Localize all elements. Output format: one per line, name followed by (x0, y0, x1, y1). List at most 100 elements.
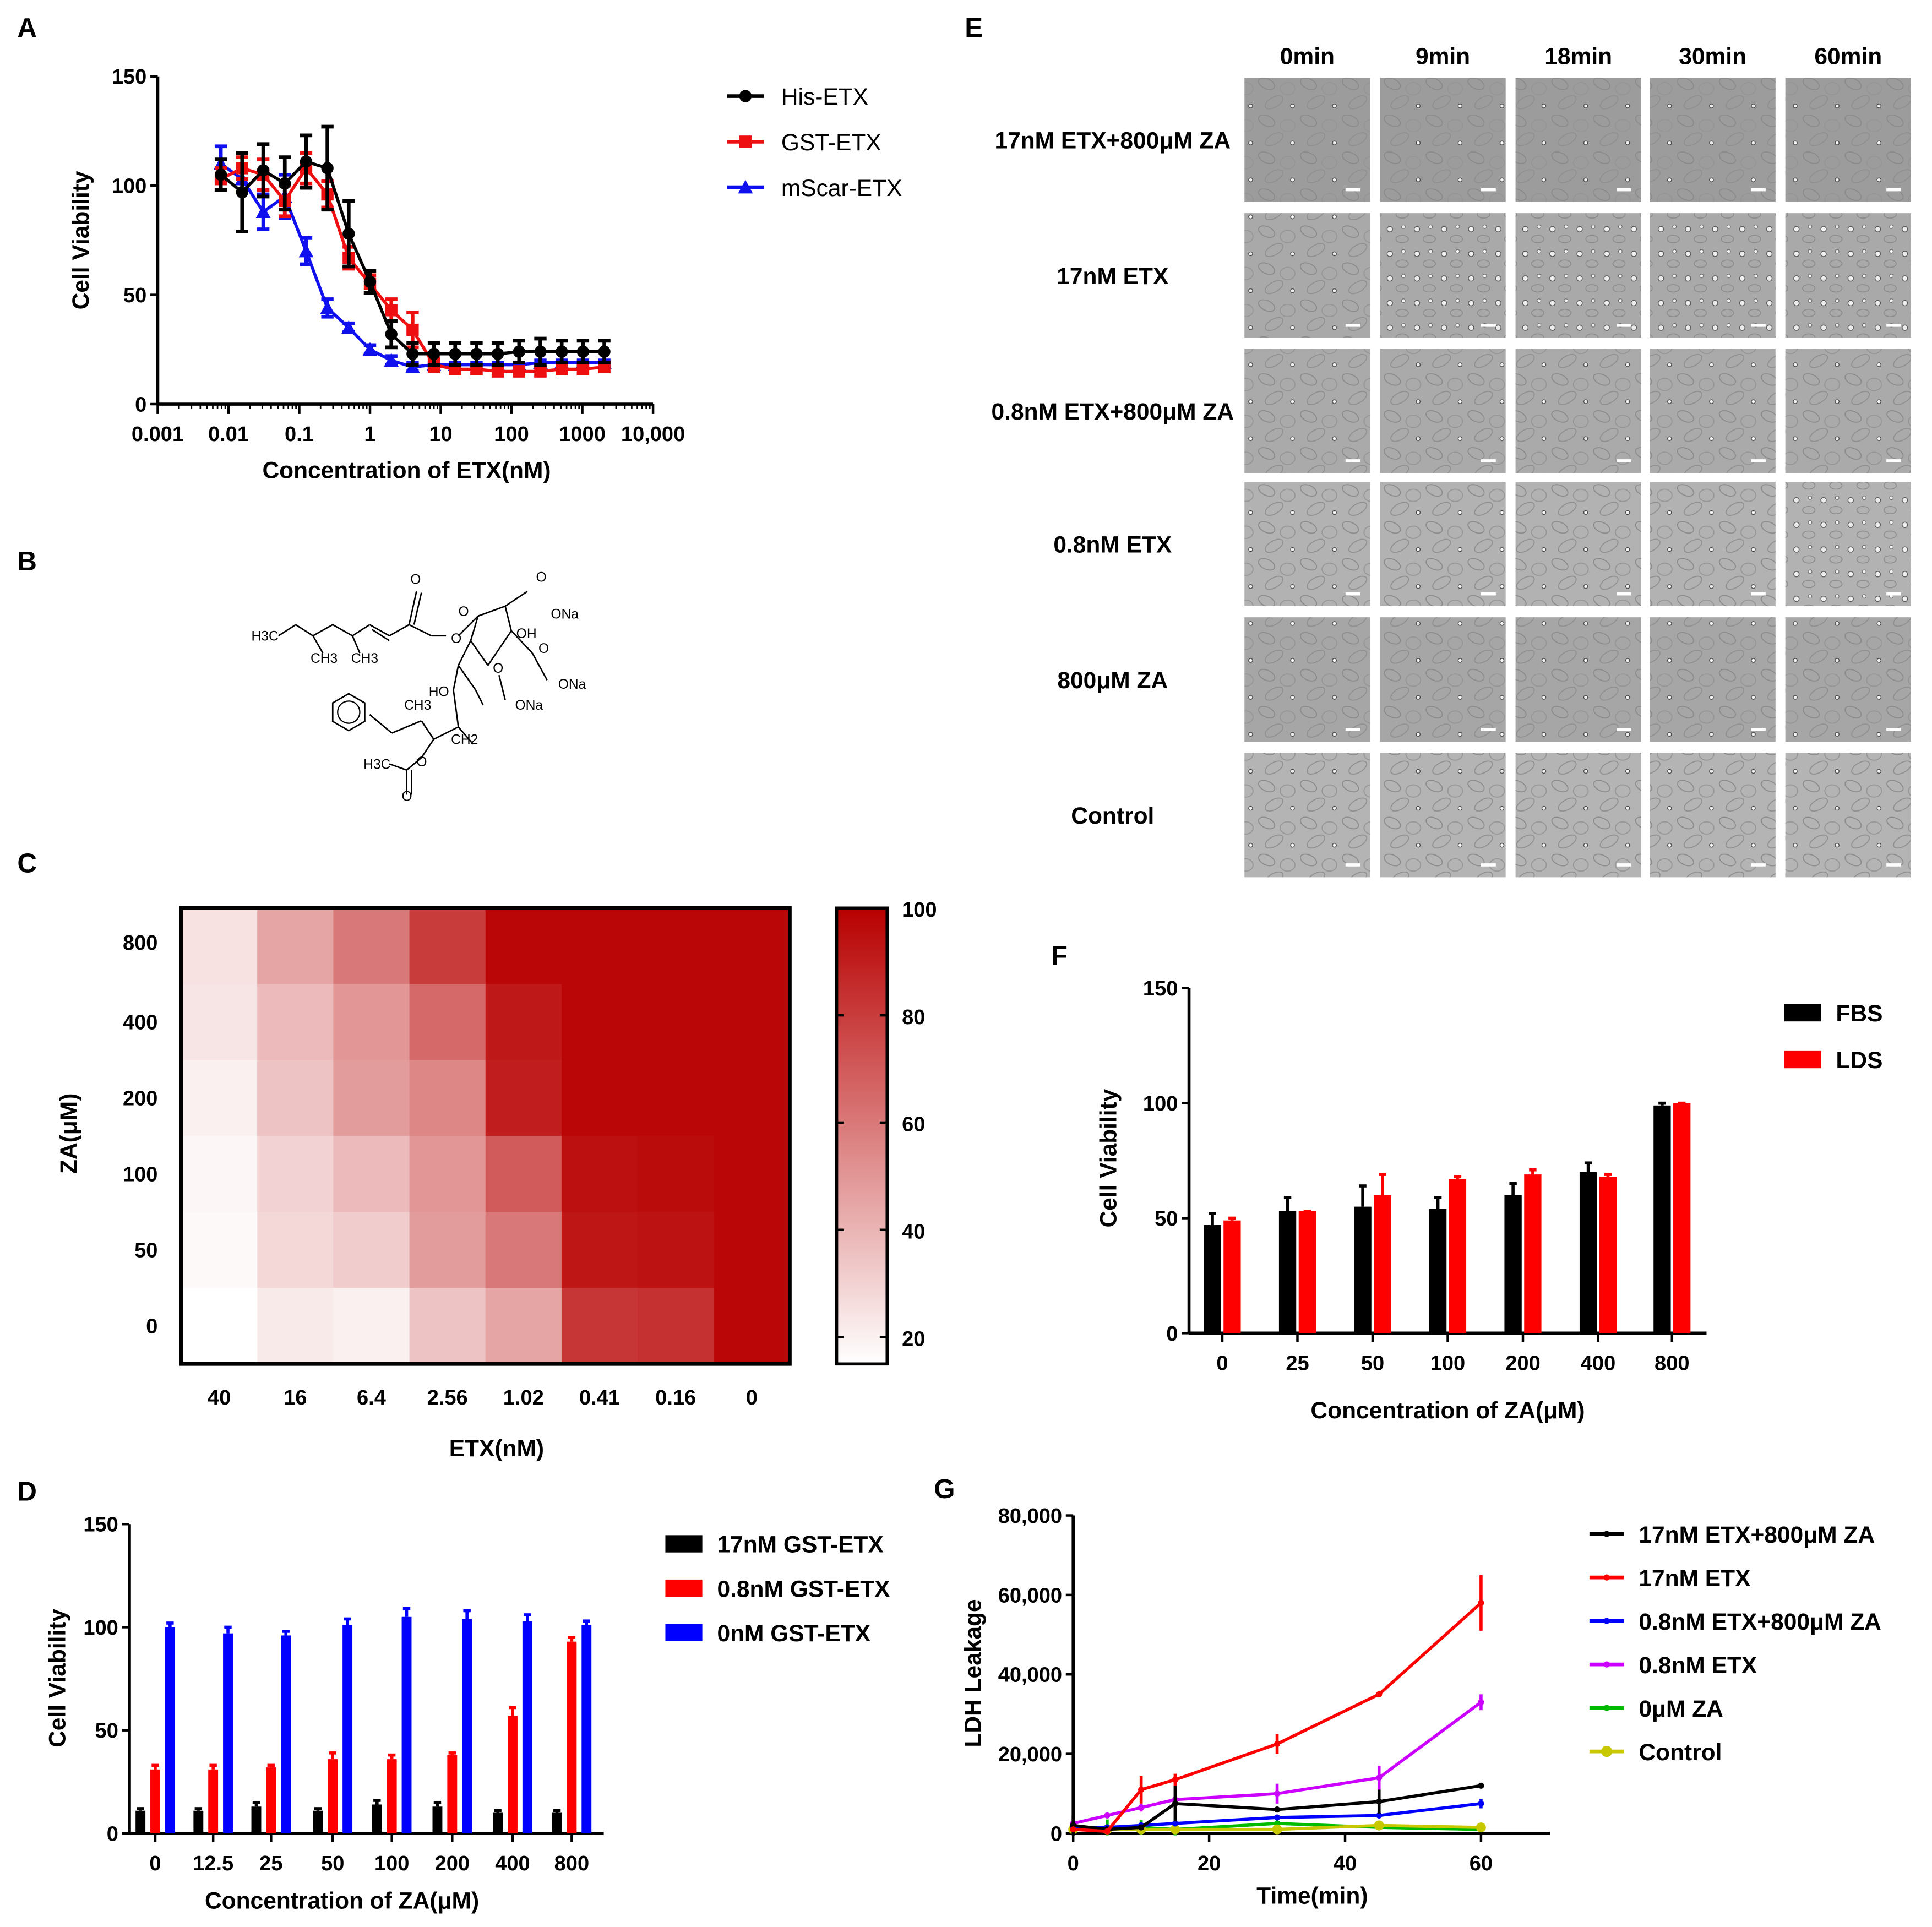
data-point-circle (406, 347, 419, 360)
data-point-triangle (298, 243, 314, 258)
atom-label: CH3 (311, 651, 338, 666)
panel-c-heatmap: 800 400 200 100 50 0 40 16 6.4 2.56 1.02 0.41 0.16 0 E… (56, 899, 937, 1462)
heatmap-cell (257, 1136, 334, 1213)
benzene-ring (331, 693, 366, 732)
bar-17nm-gst-etx (251, 1806, 262, 1833)
y-tick-label: 150 (83, 1514, 118, 1537)
chemical-bond (421, 738, 434, 759)
x-tick-label: 0 (1068, 1852, 1079, 1875)
series-line (1073, 1701, 1482, 1825)
data-point-square (385, 304, 398, 317)
micrograph (1380, 213, 1506, 338)
cell-texture (1650, 482, 1776, 607)
data-point-circle (342, 227, 355, 240)
data-point-square (576, 363, 590, 375)
heatmap-cell (409, 1060, 486, 1137)
heatmap-cell (561, 908, 639, 985)
data-point-circle (1172, 1800, 1178, 1807)
panel-label-c: C (17, 848, 37, 878)
column-header: 30min (1679, 43, 1746, 69)
data-point-triangle (320, 300, 335, 314)
bar-17nm-gst-etx (193, 1810, 204, 1833)
x-axis-title: Concentration of ETX(nM) (262, 458, 551, 483)
heatmap-cell (181, 1136, 258, 1213)
heatmap-cell (333, 984, 410, 1061)
bar-0-8nm-gst-etx (567, 1641, 577, 1833)
atom-label: CH2 (451, 733, 478, 748)
bar-0-8nm-gst-etx (508, 1716, 518, 1833)
heatmap-cell (561, 1288, 639, 1365)
chemical-bond (408, 591, 417, 625)
cell-texture (1515, 617, 1641, 742)
heatmap-cell (333, 908, 410, 985)
cell-texture (1515, 77, 1641, 203)
chemical-bond (477, 605, 506, 617)
panel-e-microscopy-grid: 0min 9min 18min 30min 60min 17nM ETX+800μM ZA… (992, 43, 1911, 878)
chemical-bond (453, 690, 459, 727)
heatmap-cell (714, 1136, 791, 1213)
heatmap-cell (714, 1288, 791, 1365)
bar-17nm-gst-etx (493, 1812, 503, 1833)
cell-texture (1650, 617, 1776, 742)
heatmap-cell (409, 1288, 486, 1365)
data-point-circle (1603, 1705, 1610, 1711)
heatmap-cell (257, 1060, 334, 1137)
y-tick-label: 100 (1143, 1092, 1178, 1115)
data-point-circle (1104, 1828, 1111, 1835)
column-header: 18min (1544, 43, 1612, 69)
cell-texture (1244, 349, 1370, 473)
data-point-square (406, 323, 419, 336)
atom-label: H3C (252, 629, 279, 644)
atom-label: O (416, 755, 427, 770)
column-label: 0.16 (655, 1386, 696, 1409)
bar-lds (1449, 1179, 1467, 1333)
micrograph (1785, 482, 1911, 607)
micrograph (1380, 77, 1506, 203)
bar-17nm-gst-etx (372, 1804, 382, 1833)
cell-texture (1380, 77, 1506, 203)
x-axis-title: Concentration of ZA(μM) (205, 1888, 479, 1914)
atom-label: O (538, 641, 549, 656)
bar-fbs (1278, 1211, 1297, 1333)
cell-texture (1650, 349, 1776, 473)
bar-0nm-gst-etx (401, 1616, 412, 1833)
data-point-circle (1603, 1531, 1610, 1537)
data-point-circle (739, 90, 752, 102)
y-axis-title: Cell Viability (68, 171, 94, 309)
y-tick-label: 100 (112, 175, 146, 198)
x-tick-label: 100 (1430, 1352, 1465, 1375)
chemical-bond (372, 629, 390, 641)
data-point-circle (279, 177, 291, 190)
series-line-group (1070, 1575, 1484, 1835)
data-point-circle (257, 164, 270, 177)
atom-label: ONa (558, 677, 586, 692)
data-point-circle (1603, 1661, 1610, 1668)
cell-texture (1244, 753, 1370, 878)
heatmap-cell (181, 1212, 258, 1289)
chemical-bond (531, 652, 548, 681)
column-header: 9min (1416, 43, 1470, 69)
x-tick-label: 10 (429, 423, 452, 446)
y-tick-label: 0 (1166, 1322, 1178, 1346)
x-tick-label: 50 (1361, 1352, 1384, 1375)
heatmap-cell (638, 1136, 715, 1213)
bar-0nm-gst-etx (165, 1627, 175, 1833)
column-label: 1.02 (503, 1386, 544, 1409)
chemical-bond (406, 757, 422, 771)
micrograph (1515, 753, 1641, 878)
bar-0nm-gst-etx (281, 1635, 291, 1833)
bar-lds (1223, 1220, 1241, 1333)
x-tick-label: 20 (1198, 1852, 1221, 1875)
data-point-circle (1478, 1599, 1484, 1606)
x-tick-label: 800 (1655, 1352, 1689, 1375)
micrograph (1650, 753, 1776, 878)
atom-label: CH3 (351, 651, 378, 666)
heatmap-cell (714, 908, 791, 985)
x-tick-label: 10,000 (621, 423, 685, 446)
heatmap-cell (485, 908, 563, 985)
chemical-bond (278, 624, 296, 636)
colorbar-tick-label: 100 (902, 899, 937, 922)
bar-0nm-gst-etx (581, 1625, 592, 1833)
x-tick-label: 40 (1334, 1852, 1357, 1875)
